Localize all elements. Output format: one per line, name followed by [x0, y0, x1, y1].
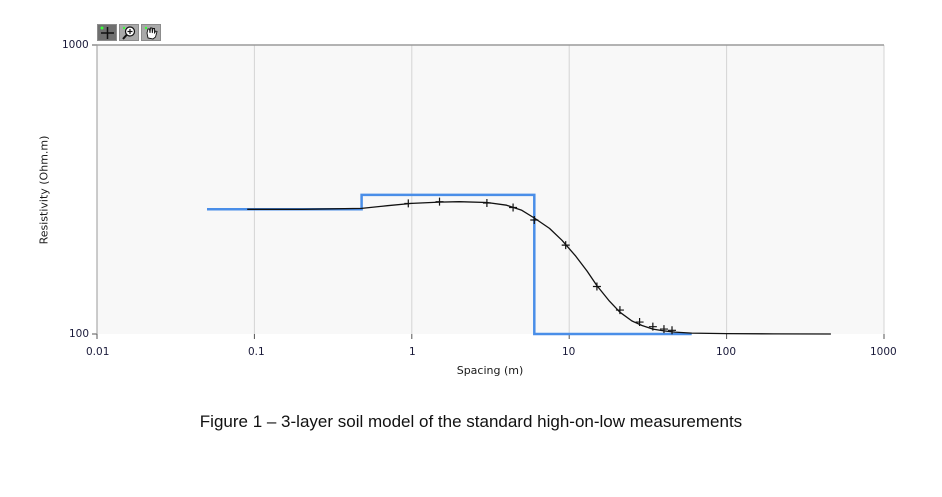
apparent-resistivity-line [247, 201, 831, 335]
measurement-marker [659, 325, 668, 334]
y-tick-100: 100 [69, 328, 90, 340]
zoom-tool-button[interactable] [119, 24, 139, 41]
pan-tool-button[interactable] [141, 24, 161, 41]
measurement-marker [509, 203, 518, 212]
measurement-marker [561, 241, 570, 250]
measurement-marker [648, 322, 657, 331]
hand-icon [144, 26, 158, 40]
graph-palette [97, 24, 161, 41]
y-axis-label: Resistivity (Ohm.m) [37, 135, 51, 245]
y-tick-1000: 1000 [62, 39, 89, 51]
x-tick-0.1: 0.1 [248, 346, 265, 358]
measurement-marker [592, 282, 601, 291]
cursor-tool-button[interactable] [97, 24, 117, 41]
x-tick-10: 10 [562, 346, 576, 358]
x-tick-1000: 1000 [870, 346, 897, 358]
plot-background [97, 45, 884, 334]
x-axis-label: Spacing (m) [456, 364, 524, 377]
measurement-marker [635, 318, 644, 327]
x-tick-0.01: 0.01 [86, 346, 110, 358]
zoom-in-icon [122, 26, 136, 40]
x-tick-100: 100 [716, 346, 737, 358]
measurement-marker [482, 198, 491, 207]
figure-caption: Figure 1 – 3-layer soil model of the sta… [199, 412, 743, 431]
measurement-marker [530, 216, 539, 225]
plot-area[interactable] [0, 0, 942, 400]
measurement-marker [668, 326, 677, 335]
measurement-marker [615, 306, 624, 315]
measurement-marker [404, 199, 413, 208]
x-tick-1: 1 [409, 346, 416, 358]
crosshair-icon [100, 26, 114, 39]
measurement-marker [435, 197, 444, 206]
